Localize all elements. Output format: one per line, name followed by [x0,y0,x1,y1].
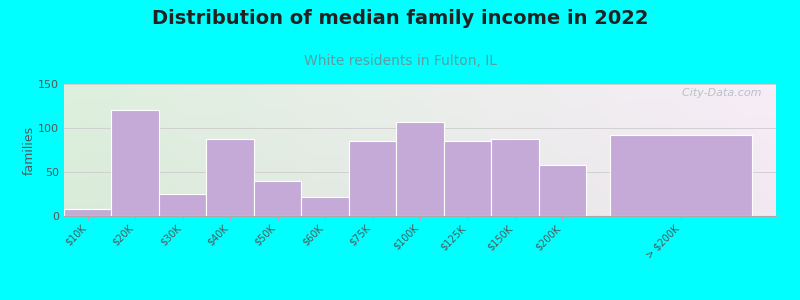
Text: White residents in Fulton, IL: White residents in Fulton, IL [303,54,497,68]
Bar [302,196,349,216]
Bar [538,165,586,216]
Bar [349,141,396,216]
Bar [206,139,254,216]
Bar [64,209,111,216]
Bar [159,194,206,216]
Y-axis label: families: families [22,125,35,175]
Bar [396,122,444,216]
Bar [111,110,159,216]
Bar [444,141,491,216]
Text: Distribution of median family income in 2022: Distribution of median family income in … [152,9,648,28]
Bar [254,181,302,216]
Bar [610,135,752,216]
Text: City-Data.com: City-Data.com [675,88,762,98]
Bar [491,139,538,216]
